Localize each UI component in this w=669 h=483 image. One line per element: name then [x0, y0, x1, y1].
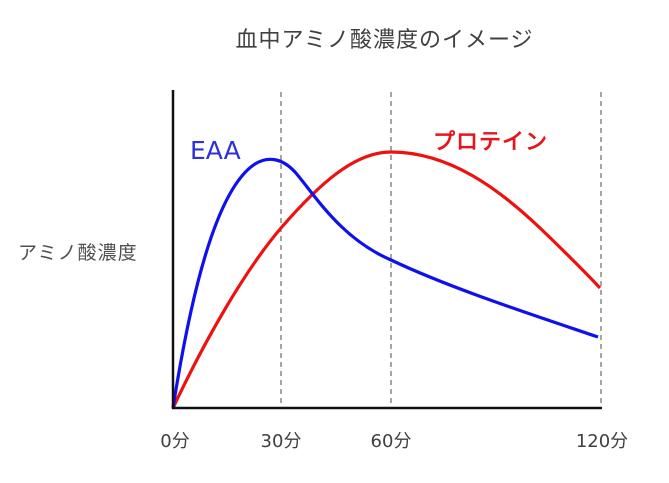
protein-line — [171, 150, 602, 409]
y-axis-label: アミノ酸濃度 — [18, 242, 138, 264]
x-tick-120: 120分 — [575, 431, 629, 452]
x-tick-60: 60分 — [370, 431, 412, 452]
protein-series-label: プロテイン — [433, 130, 549, 155]
chart-title: 血中アミノ酸濃度のイメージ — [235, 28, 534, 53]
x-tick-0: 0分 — [160, 431, 190, 452]
eaa-line — [171, 157, 599, 409]
eaa-series-label: EAA — [190, 136, 241, 165]
x-tick-30: 30分 — [260, 431, 302, 452]
